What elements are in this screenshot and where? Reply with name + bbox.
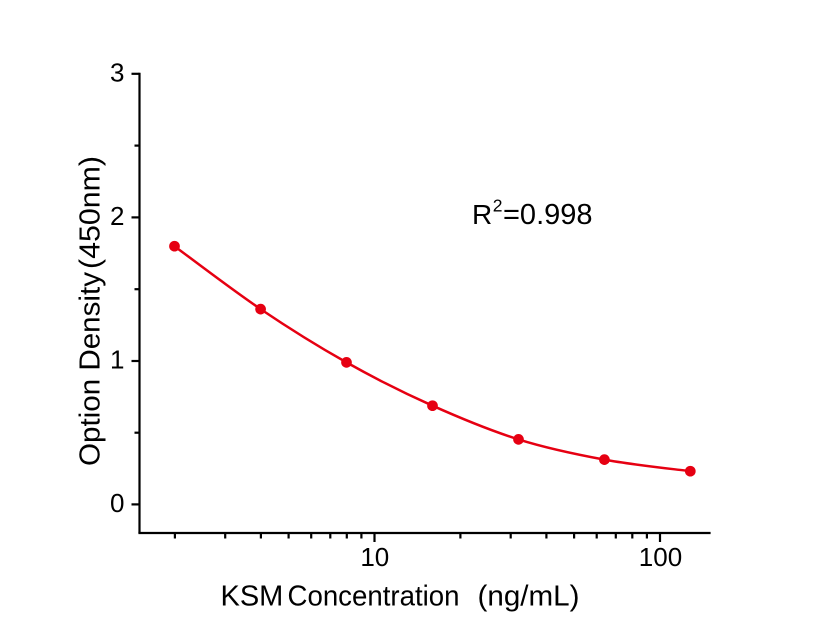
svg-text:100: 100 [639,542,682,572]
svg-text:(ng/mL): (ng/mL) [478,581,580,613]
svg-text:1: 1 [110,345,124,375]
svg-text:R: R [472,199,492,230]
svg-text:KSM: KSM [221,581,284,613]
svg-text:(450nm): (450nm) [75,156,107,269]
svg-text:2: 2 [110,201,124,231]
svg-text:Option Density: Option Density [75,271,107,466]
svg-text:2: 2 [493,196,503,216]
svg-text:=0.998: =0.998 [503,199,593,231]
svg-text:0: 0 [110,488,124,518]
svg-text:3: 3 [110,57,124,87]
svg-text:10: 10 [360,542,389,572]
svg-text:Concentration: Concentration [288,581,460,613]
